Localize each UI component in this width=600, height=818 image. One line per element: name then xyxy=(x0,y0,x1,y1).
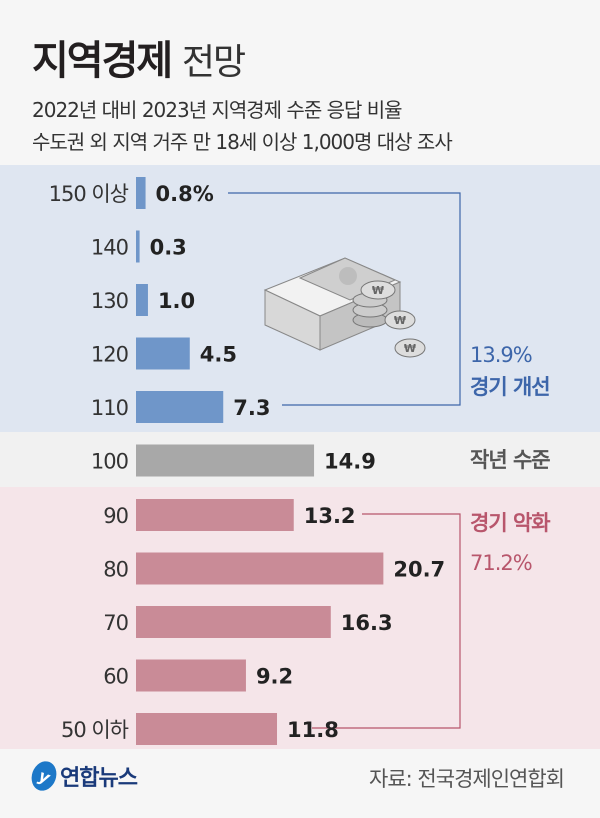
title-bold: 지역경제 xyxy=(32,38,173,84)
bar-50-이하 xyxy=(136,713,278,745)
improve-label: 경기 개선 xyxy=(470,375,550,399)
subtitle-2: 수도권 외 지역 거주 만 18세 이상 1,000명 대상 조사 xyxy=(32,130,453,154)
improve-bracket xyxy=(228,192,461,406)
category-label: 100 xyxy=(91,450,128,474)
category-label: 70 xyxy=(103,611,128,635)
worse-label: 경기 악화 xyxy=(470,511,551,535)
source: 자료: 전국경제인연합회 xyxy=(369,767,565,791)
value-label: 14.9 xyxy=(324,450,376,474)
worse-bracket xyxy=(312,513,461,729)
same-label: 작년 수준 xyxy=(470,448,550,472)
page-title: 지역경제 전망 xyxy=(32,28,246,86)
worse-total: 71.2% xyxy=(470,551,532,575)
bar-100 xyxy=(136,444,315,477)
category-label: 120 xyxy=(91,343,128,367)
subtitle-1: 2022년 대비 2023년 지역경제 수준 응답 비율 xyxy=(32,98,403,122)
bar-60 xyxy=(136,659,246,692)
bar-150-이상 xyxy=(136,177,146,209)
value-label: 20.7 xyxy=(393,558,445,582)
logo-icon: y xyxy=(27,757,61,795)
yonhap-logo: y 연합뉴스 xyxy=(27,757,138,795)
value-label: 4.5 xyxy=(200,343,237,367)
value-label: 0.8% xyxy=(156,182,214,206)
bar-80 xyxy=(136,552,384,585)
value-label: 16.3 xyxy=(341,611,393,635)
value-label: 0.3 xyxy=(150,236,187,260)
value-label: 7.3 xyxy=(233,396,270,420)
bar-120 xyxy=(136,337,190,370)
category-label: 50 이하 xyxy=(61,718,129,742)
svg-text:₩: ₩ xyxy=(394,314,406,327)
improve-total: 13.9% xyxy=(470,343,532,367)
value-label: 1.0 xyxy=(158,289,195,313)
category-label: 140 xyxy=(91,236,128,260)
category-label: 90 xyxy=(103,504,128,528)
title-light: 전망 xyxy=(181,42,246,83)
value-label: 9.2 xyxy=(256,665,293,689)
logo-text: 연합뉴스 xyxy=(60,766,138,791)
category-label: 150 이상 xyxy=(49,182,129,206)
bar-90 xyxy=(136,499,294,531)
bar-110 xyxy=(136,391,224,423)
category-label: 80 xyxy=(103,558,128,582)
category-label: 110 xyxy=(91,396,128,420)
svg-text:₩: ₩ xyxy=(372,284,384,297)
bar-130 xyxy=(136,284,148,316)
category-label: 60 xyxy=(103,665,128,689)
svg-text:₩: ₩ xyxy=(404,342,416,355)
value-label: 13.2 xyxy=(304,504,356,528)
bar-140 xyxy=(136,230,140,263)
money-icon: ₩ ₩ ₩ xyxy=(263,257,426,358)
bar-70 xyxy=(136,606,331,638)
category-label: 130 xyxy=(91,289,128,313)
value-label: 11.8 xyxy=(287,718,339,742)
